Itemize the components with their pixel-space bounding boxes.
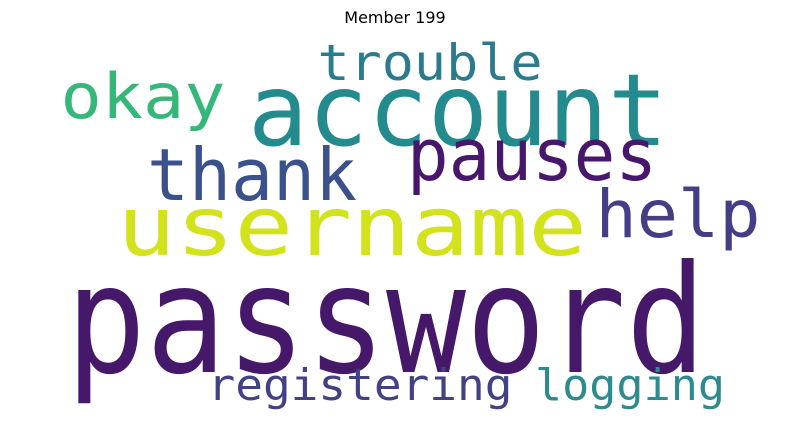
word-help: help [596,176,761,253]
word-pauses: pauses [407,113,657,197]
word-logging: logging [535,360,725,411]
word-password: password [66,234,706,408]
figure-title: Member 199 [344,8,446,27]
word-okay: okay [61,60,226,133]
word-account: account [248,52,668,169]
word-registering: registering [208,360,513,411]
word-trouble: trouble [318,34,543,92]
word-username: username [117,180,587,275]
word-thank: thank [147,133,357,217]
